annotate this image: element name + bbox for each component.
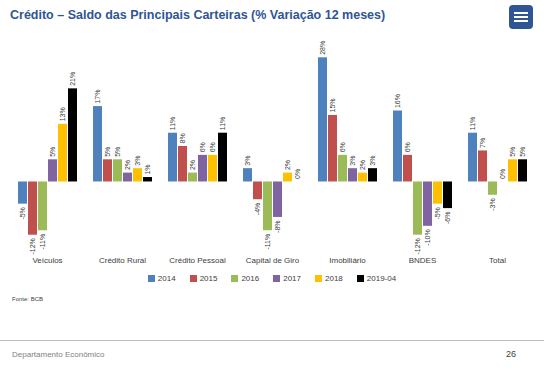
svg-text:28%: 28% xyxy=(319,41,326,55)
svg-text:5%: 5% xyxy=(509,147,516,157)
svg-text:BNDES: BNDES xyxy=(409,256,437,265)
html-text:2018: 2018 xyxy=(325,273,343,283)
svg-text:2%: 2% xyxy=(124,160,131,170)
svg-text:Veículos: Veículos xyxy=(32,256,62,265)
svg-text:-12%: -12% xyxy=(414,238,421,254)
svg-text:11%: 11% xyxy=(219,117,226,130)
svg-text:5%: 5% xyxy=(114,147,121,157)
svg-text:3%: 3% xyxy=(134,156,141,166)
svg-text:3%: 3% xyxy=(244,156,251,166)
svg-text:-11%: -11% xyxy=(264,234,271,250)
svg-text:2%: 2% xyxy=(189,160,196,170)
svg-text:Total: Total xyxy=(489,256,506,265)
svg-text:-10%: -10% xyxy=(424,229,431,245)
svg-text:3%: 3% xyxy=(349,156,356,166)
svg-text:5%: 5% xyxy=(104,147,111,157)
svg-text:1%: 1% xyxy=(144,164,151,174)
svg-text:6%: 6% xyxy=(199,142,206,152)
svg-text:8%: 8% xyxy=(179,133,186,143)
svg-text:2%: 2% xyxy=(359,160,366,170)
svg-text:15%: 15% xyxy=(329,98,336,112)
html-text:2019-04: 2019-04 xyxy=(366,273,397,283)
html-text:2017: 2017 xyxy=(283,273,301,283)
html-text:2014: 2014 xyxy=(157,273,176,283)
svg-text:2%: 2% xyxy=(284,160,291,170)
svg-text:7%: 7% xyxy=(479,138,486,148)
svg-text:0%: 0% xyxy=(294,169,301,179)
html-text:2015: 2015 xyxy=(199,273,218,283)
svg-text:17%: 17% xyxy=(94,90,101,104)
svg-text:13%: 13% xyxy=(59,107,66,121)
svg-text:Crédito Rural: Crédito Rural xyxy=(99,256,146,265)
svg-text:5%: 5% xyxy=(519,147,526,157)
svg-text:-8%: -8% xyxy=(274,220,281,232)
svg-text:6%: 6% xyxy=(339,142,346,152)
html-text:26: 26 xyxy=(506,349,516,359)
svg-text:Imobiliário: Imobiliário xyxy=(329,256,366,265)
svg-text:0%: 0% xyxy=(499,169,506,179)
svg-text:16%: 16% xyxy=(394,94,401,108)
svg-text:-5%: -5% xyxy=(434,207,441,219)
svg-text:6%: 6% xyxy=(404,142,411,152)
html-text:Fonte: BCB: Fonte: BCB xyxy=(12,296,43,302)
svg-text:-6%: -6% xyxy=(444,212,451,224)
svg-text:3%: 3% xyxy=(369,156,376,166)
html-text:Crédito – Saldo das Principais: Crédito – Saldo das Principais Carteiras… xyxy=(10,8,386,22)
svg-text:6%: 6% xyxy=(209,142,216,152)
svg-text:11%: 11% xyxy=(469,117,476,130)
svg-text:11%: 11% xyxy=(169,117,176,130)
svg-text:-5%: -5% xyxy=(19,207,26,219)
svg-text:Crédito Pessoal: Crédito Pessoal xyxy=(169,256,226,265)
svg-text:21%: 21% xyxy=(69,72,76,86)
svg-text:-11%: -11% xyxy=(39,234,46,250)
svg-text:-12%: -12% xyxy=(29,238,36,254)
svg-text:Capital de Giro: Capital de Giro xyxy=(246,256,300,265)
html-text:Departamento Econômico: Departamento Econômico xyxy=(12,350,105,359)
html-text:2016: 2016 xyxy=(241,273,260,283)
svg-text:-3%: -3% xyxy=(489,198,496,210)
svg-text:-4%: -4% xyxy=(254,203,261,215)
svg-text:5%: 5% xyxy=(49,147,56,157)
